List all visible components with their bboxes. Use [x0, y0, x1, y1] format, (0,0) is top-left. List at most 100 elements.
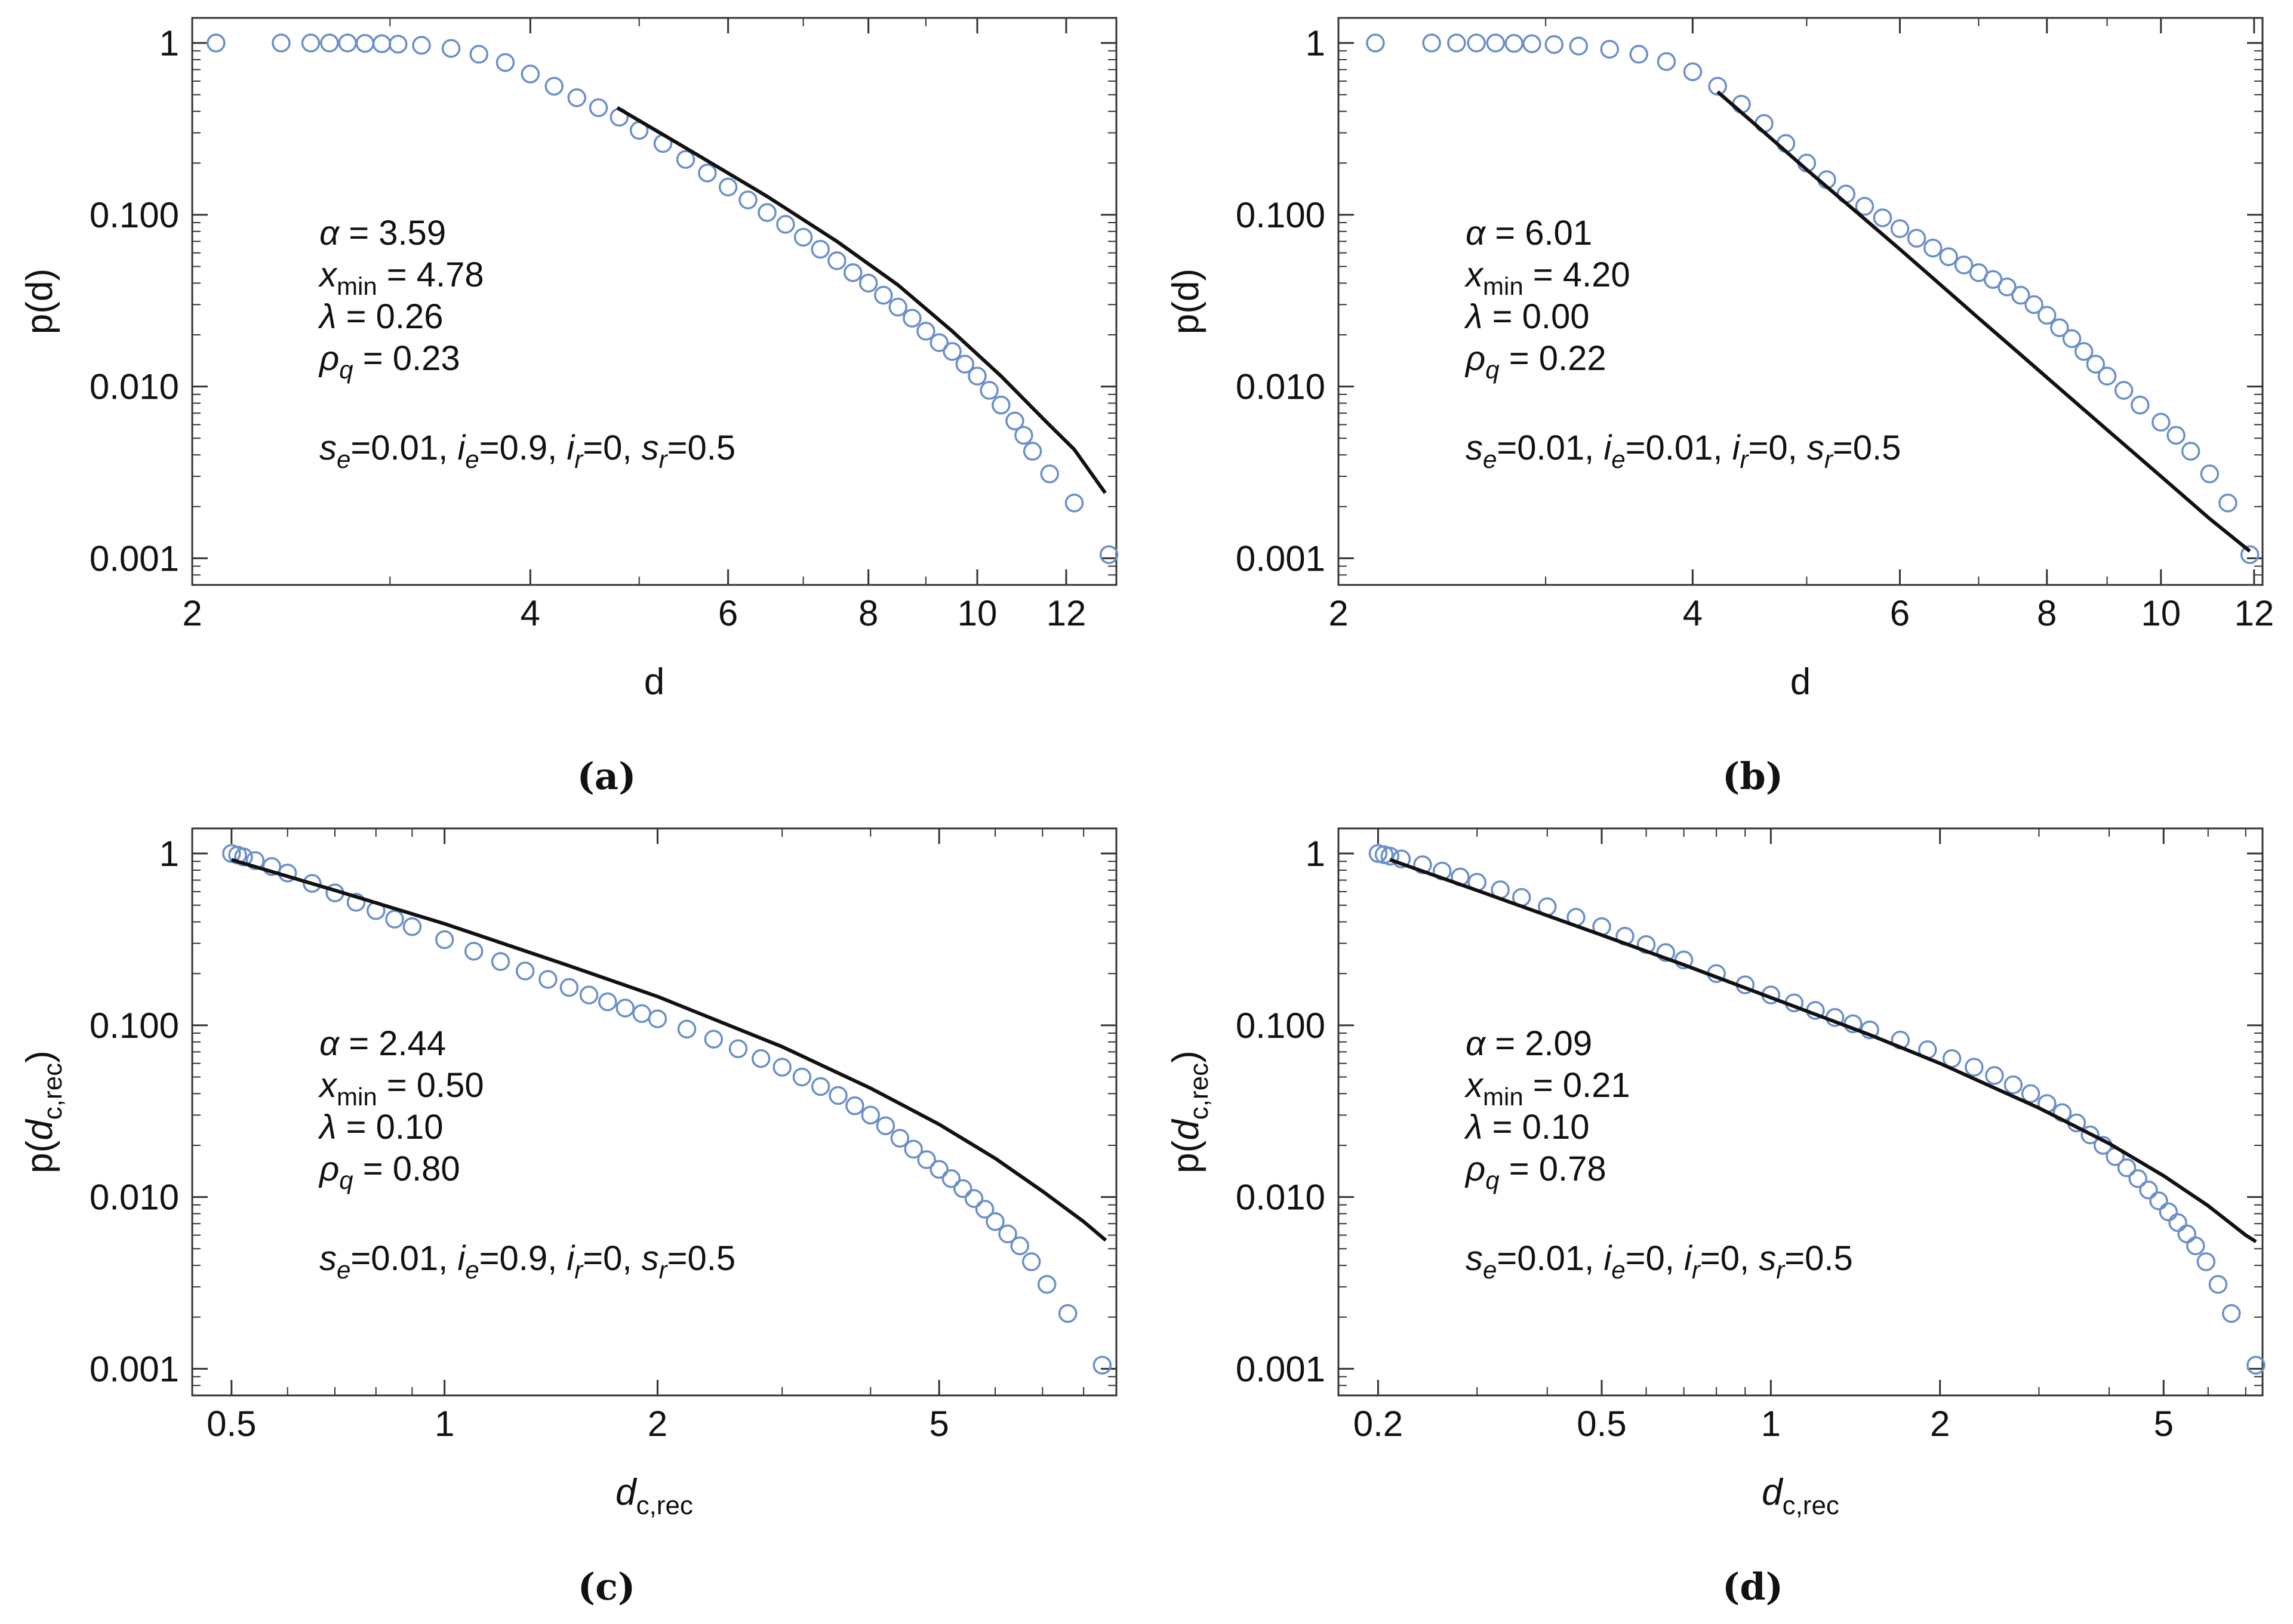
annotation-operator: = — [1500, 339, 1539, 378]
parameter-symbol: s — [1466, 1239, 1483, 1278]
data-point — [1985, 1066, 2004, 1085]
data-point — [718, 177, 738, 197]
data-point — [412, 36, 431, 55]
parameter-separator: , — [547, 429, 567, 467]
data-point — [1037, 1275, 1057, 1294]
data-point — [1005, 411, 1024, 431]
annotation-value: 0.78 — [1539, 1150, 1606, 1188]
annotation-symbol: ρ — [1464, 339, 1485, 378]
x-tick-label: 1 — [1761, 1404, 1781, 1444]
y-tick-label: 0.010 — [1236, 367, 1325, 407]
scatter-series — [1366, 33, 2260, 565]
parameter-value: =0.01 — [350, 429, 438, 467]
data-point — [861, 1105, 881, 1125]
data-point — [929, 1160, 949, 1179]
data-point — [843, 263, 863, 282]
data-point — [1600, 39, 1619, 59]
annotation-symbol: x — [318, 255, 338, 294]
fit-line — [230, 858, 1107, 1242]
annotation-value: 2.09 — [1525, 1024, 1592, 1063]
parameter-symbol: s — [1466, 429, 1483, 467]
annotation-symbol: λ — [1464, 1108, 1483, 1147]
annotation-subscript: min — [1483, 272, 1523, 300]
x-tick-label: 0.5 — [1577, 1404, 1626, 1444]
data-point — [521, 64, 540, 84]
parameter-symbol: i — [567, 429, 575, 467]
y-axis-label-prefix: p( — [1165, 1140, 1206, 1173]
data-point — [1504, 33, 1523, 53]
parameter-value: =0 — [583, 429, 622, 467]
x-tick-label: 0.5 — [207, 1404, 256, 1444]
data-point — [943, 342, 962, 361]
panel-a: 2 4 6 8 10 12 1 0.100 0.010 0.001 d p(d) α = 3.59 xmi… — [0, 0, 1146, 811]
scatter-series — [207, 33, 1119, 565]
data-point — [2024, 295, 2043, 315]
parameter-subscript: e — [337, 1256, 350, 1284]
parameter-value: =0 — [1749, 429, 1788, 467]
data-point — [1366, 33, 1385, 53]
y-tick-label: 0.100 — [1236, 195, 1325, 235]
annotation-symbol: x — [318, 1066, 338, 1105]
data-point — [698, 164, 717, 183]
parameter-value: =0.01 — [1626, 429, 1713, 467]
data-point — [1368, 844, 1388, 863]
data-point — [858, 273, 878, 293]
plot-frame — [191, 827, 1118, 1397]
data-point — [346, 893, 366, 912]
scatter-series — [222, 844, 1112, 1375]
data-point — [758, 203, 777, 222]
data-point — [1683, 62, 1703, 82]
x-tick-label: 12 — [2234, 593, 2274, 633]
parameter-line: se=0.01, ie=0.01, ir=0, sr=0.5 — [1466, 429, 1901, 473]
parameter-subscript: e — [1611, 445, 1625, 473]
x-tick-label: 6 — [1890, 593, 1910, 633]
data-point — [811, 239, 830, 259]
y-tick-label: 0.100 — [90, 195, 179, 235]
parameter-value: =0.5 — [667, 1239, 736, 1278]
data-point — [234, 848, 253, 867]
data-point — [890, 1129, 910, 1148]
parameter-subscript: e — [1483, 445, 1497, 473]
data-point — [1092, 1355, 1112, 1375]
data-point — [320, 33, 339, 53]
data-point — [2246, 1355, 2266, 1375]
parameter-separator: , — [1584, 1239, 1603, 1278]
x-tick-label: 8 — [2037, 593, 2057, 633]
parameter-line: se=0.01, ie=0, ir=0, sr=0.5 — [1466, 1239, 1853, 1284]
data-point — [1954, 255, 1974, 275]
data-point — [1907, 229, 1926, 248]
data-point — [648, 1009, 667, 1028]
data-point — [772, 1058, 792, 1077]
data-point — [964, 1189, 984, 1208]
data-point — [1447, 33, 1466, 53]
x-axis-label: d — [1790, 661, 1811, 702]
annotation-operator: = — [377, 255, 417, 294]
plot-frame — [191, 17, 1118, 586]
data-point — [811, 1077, 830, 1096]
parameter-symbol: s — [642, 429, 659, 467]
data-point — [1380, 846, 1400, 866]
x-axis-label: dc,rec — [1762, 1472, 1839, 1520]
data-point — [559, 978, 579, 997]
data-point — [776, 215, 795, 234]
x-tick-label: 10 — [958, 593, 998, 633]
annotation-value: 0.10 — [1522, 1108, 1590, 1147]
fit-line — [616, 106, 1107, 494]
data-point — [402, 917, 422, 936]
data-point — [2062, 329, 2082, 349]
data-point — [538, 970, 558, 989]
annotation-line: ρq = 0.23 — [318, 339, 460, 384]
data-point — [676, 150, 695, 169]
data-point — [704, 1030, 724, 1049]
fit-line — [1389, 858, 2257, 1243]
data-point — [1422, 33, 1441, 53]
parameter-separator: , — [622, 429, 641, 467]
data-point — [272, 33, 291, 53]
x-axis-label: dc,rec — [615, 1472, 693, 1520]
annotation-operator: = — [1483, 297, 1522, 336]
parameter-symbol: i — [1684, 1239, 1693, 1278]
data-point — [2003, 1075, 2023, 1095]
annotation-value: 0.80 — [393, 1150, 460, 1188]
data-point — [916, 322, 935, 341]
parameter-value: =0.5 — [667, 429, 736, 467]
